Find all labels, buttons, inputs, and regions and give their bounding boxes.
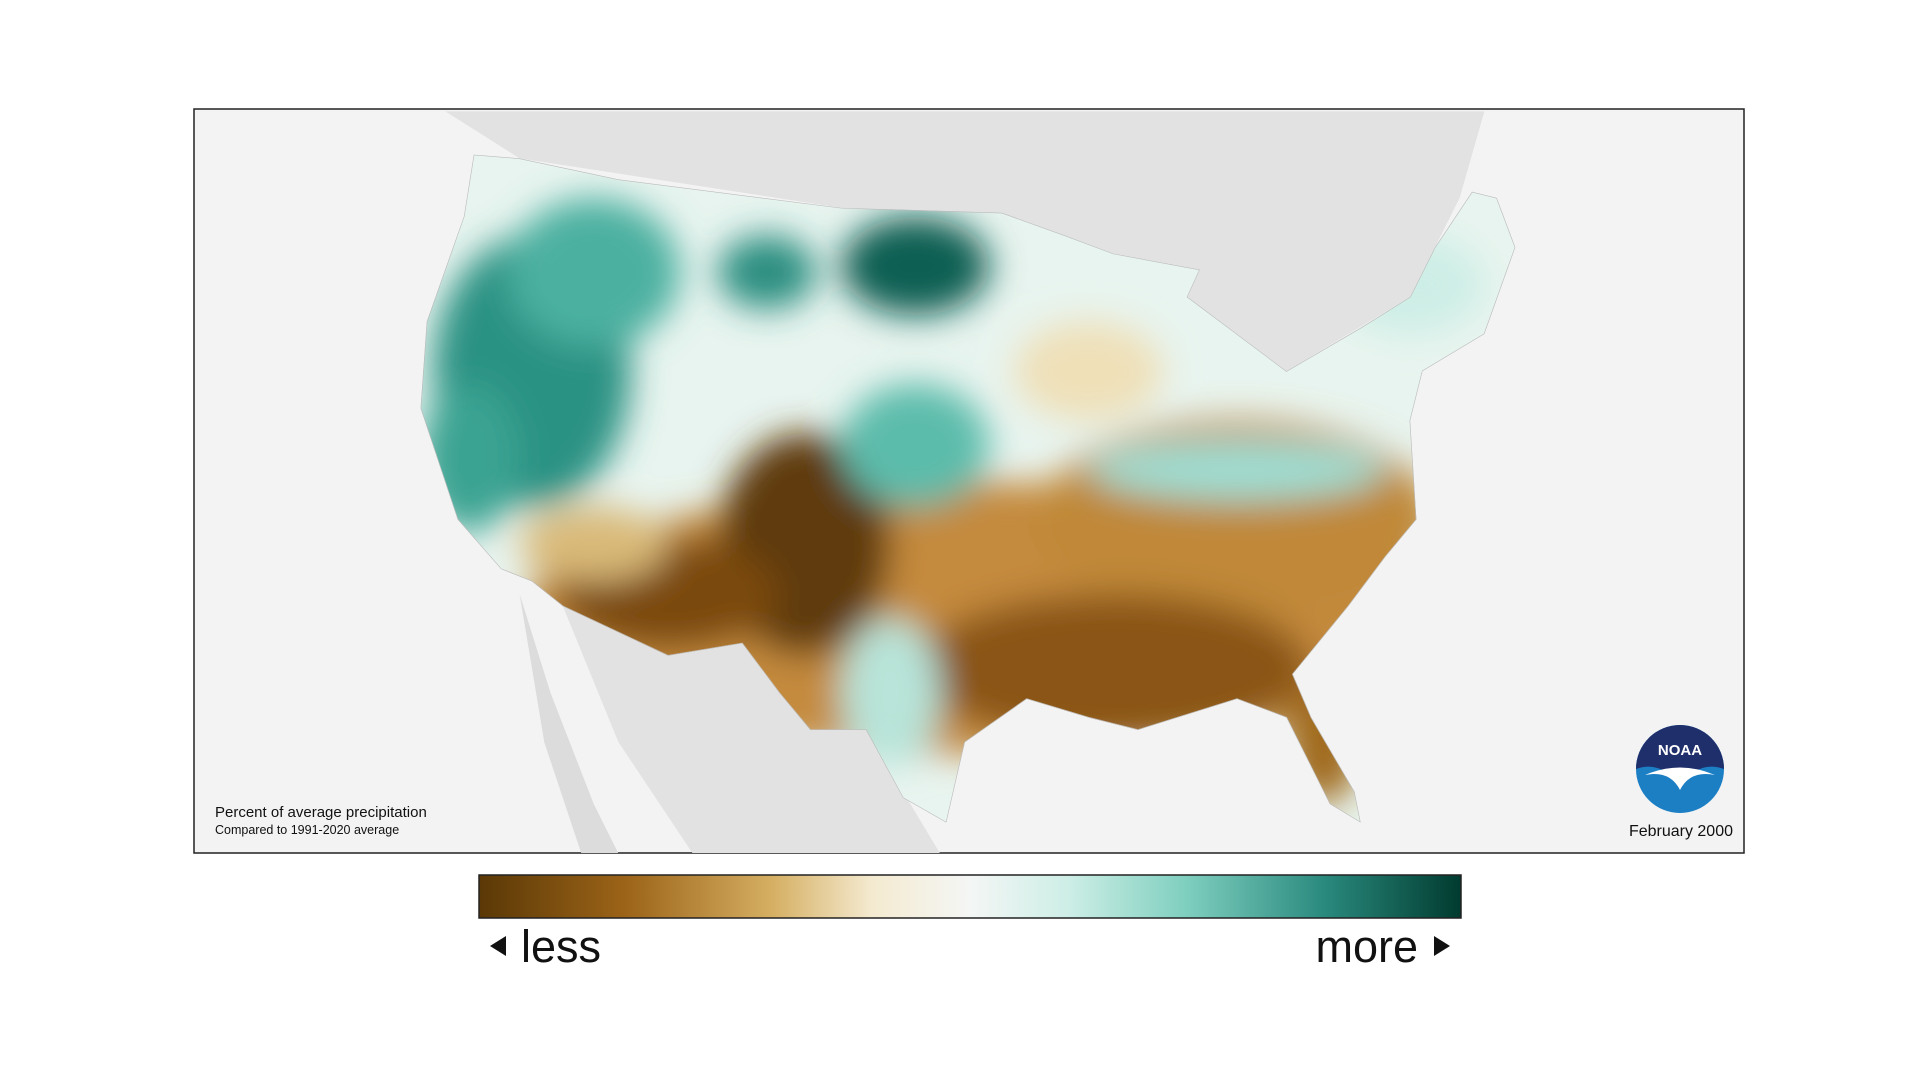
- more-arrow: [1434, 936, 1450, 956]
- caption-subtitle: Compared to 1991-2020 average: [215, 823, 399, 837]
- legend-low-label: less: [521, 921, 601, 972]
- noaa-logo: NOAA: [1636, 725, 1724, 813]
- caption-title: Percent of average precipitation: [215, 804, 427, 821]
- date-label: February 2000: [1629, 823, 1733, 840]
- legend-high-label: more: [1315, 921, 1418, 972]
- logo-text: NOAA: [1658, 742, 1702, 759]
- less-arrow: [490, 936, 506, 956]
- color-bar: [478, 874, 1462, 919]
